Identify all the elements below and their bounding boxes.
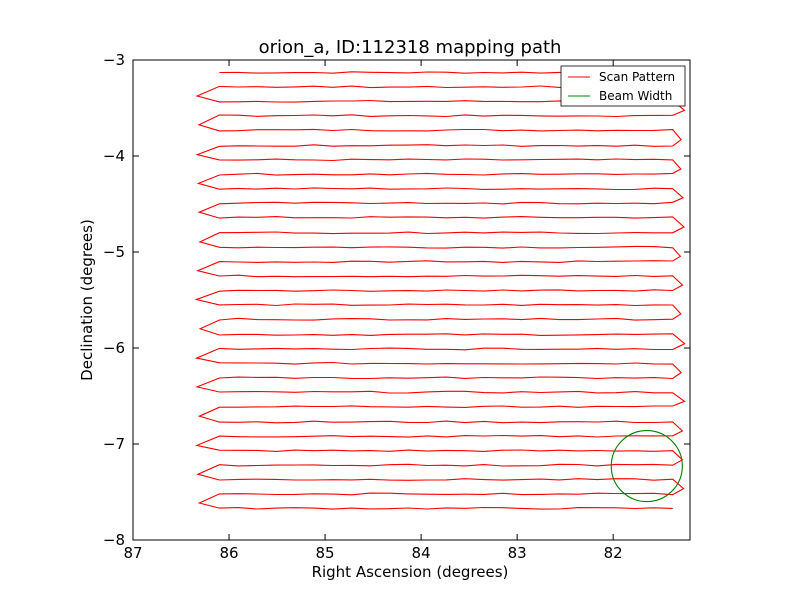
scan-pattern-line [194,71,686,510]
axis-ticks: 87 86 85 84 83 82 −8 −7 −6 −5 −4 −3 [103,51,690,562]
legend-label-beam-width: Beam Width [599,89,672,103]
y-axis-label: Declination (degrees) [78,219,96,381]
y-tick-label: −4 [103,147,125,165]
x-axis-label: Right Ascension (degrees) [312,563,509,581]
plot-data-layer [194,71,686,510]
x-tick-label: 83 [508,544,527,562]
legend-box [560,65,686,107]
y-tick-label: −3 [103,51,125,69]
x-tick-label: 84 [412,544,431,562]
y-tick-label: −7 [103,435,125,453]
y-tick-label: −6 [103,339,125,357]
x-tick-label: 85 [316,544,335,562]
x-tick-label: 82 [604,544,623,562]
y-tick-label: −5 [103,243,125,261]
beam-width-circle [610,430,683,503]
legend: Scan Pattern Beam Width [560,65,686,107]
legend-label-scan-pattern: Scan Pattern [599,70,675,84]
x-tick-label: 87 [123,544,142,562]
plot-area-frame [132,59,691,541]
y-tick-label: −8 [103,531,125,549]
x-tick-label: 86 [219,544,238,562]
chart-title: orion_a, ID:112318 mapping path [259,37,562,58]
